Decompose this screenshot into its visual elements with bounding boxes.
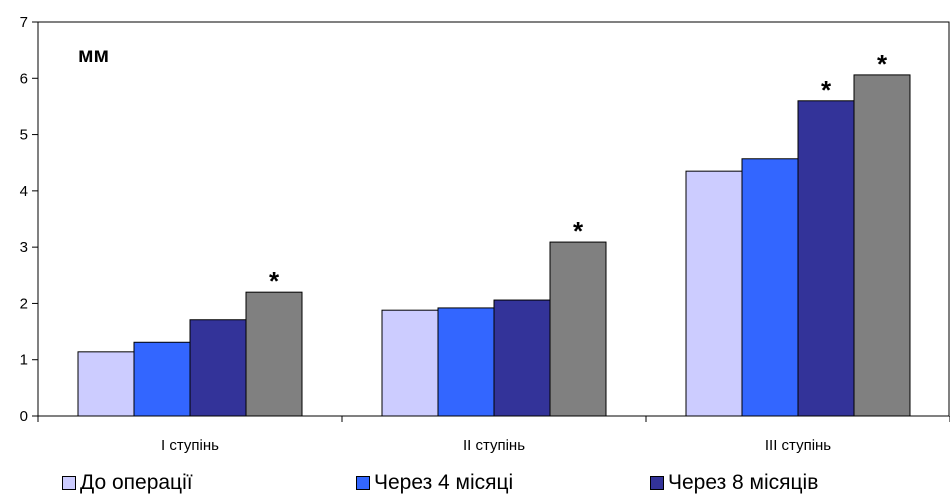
- y-tick-label: 7: [20, 14, 28, 31]
- category-label: ІІІ ступінь: [765, 437, 831, 454]
- category-label: І ступінь: [161, 437, 219, 454]
- bar: [381, 309, 439, 417]
- unit-label: мм: [78, 44, 109, 67]
- significance-mark: *: [821, 75, 832, 105]
- y-tick-label: 6: [20, 70, 28, 87]
- y-tick-label: 4: [20, 183, 28, 200]
- bar-chart: мм 0 1 2 3 4 5 6 7 І ступінь ІІ ступінь ІІІ ступін…: [20, 14, 950, 454]
- y-tick-label: 5: [20, 127, 28, 144]
- bar: [189, 319, 247, 417]
- legend-item-after-4-months: Через 4 місяці: [356, 468, 513, 498]
- y-tick-label: 3: [20, 239, 28, 256]
- significance-mark: *: [269, 266, 280, 296]
- legend-item-before-surgery: До операції: [62, 468, 193, 498]
- legend-swatch: [62, 476, 76, 490]
- bar: [245, 291, 303, 417]
- bar: [797, 100, 855, 417]
- bar: [77, 351, 135, 417]
- bar: [685, 170, 743, 417]
- legend-label: Через 4 місяці: [374, 471, 514, 494]
- legend: До операції Через 4 місяці Через 8 місяц…: [0, 468, 950, 500]
- y-tick-label: 1: [20, 352, 28, 369]
- legend-item-after-8-months: Через 8 місяців: [650, 468, 818, 498]
- bar: [493, 299, 551, 417]
- significance-mark: *: [877, 49, 888, 79]
- bar: [741, 158, 799, 417]
- bar: [133, 341, 191, 417]
- bar: [853, 74, 911, 417]
- legend-label: До операції: [80, 471, 193, 494]
- y-tick-label: 2: [20, 295, 28, 312]
- legend-label: Через 8 місяців: [668, 471, 819, 494]
- category-label: ІІ ступінь: [463, 437, 525, 454]
- legend-swatch: [356, 476, 370, 490]
- bar: [549, 241, 607, 417]
- significance-mark: *: [573, 216, 584, 246]
- bar: [437, 307, 495, 417]
- legend-swatch: [650, 476, 664, 490]
- y-tick-label: 0: [20, 408, 28, 425]
